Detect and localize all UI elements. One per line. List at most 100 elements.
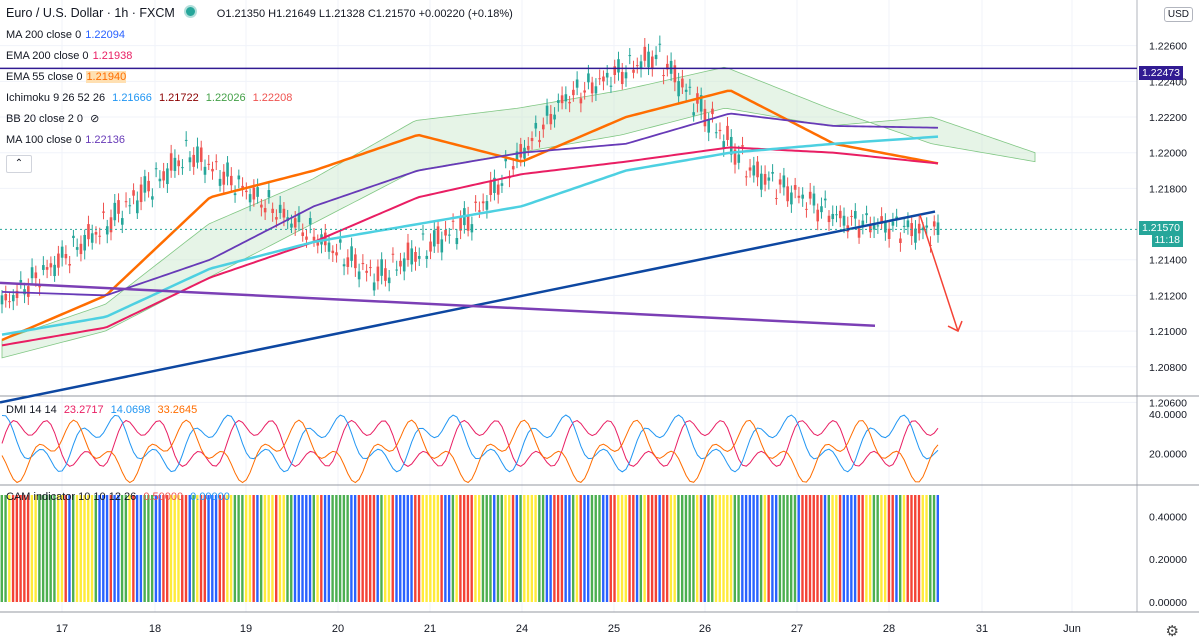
- legend-ma100[interactable]: MA 100 close 0 1.22136: [6, 134, 125, 146]
- candle-body: [399, 260, 402, 267]
- candle-body: [312, 236, 316, 241]
- cam-bar: [252, 495, 255, 602]
- legend-ma200[interactable]: MA 200 close 0 1.22094: [6, 29, 125, 41]
- candle-body: [741, 145, 744, 147]
- cam-bar: [669, 495, 673, 602]
- cam-bar: [526, 495, 530, 602]
- candle-body: [199, 147, 203, 162]
- y-tick-label: 1.20600: [1149, 397, 1187, 409]
- candle-body: [316, 242, 320, 246]
- legend-ema55[interactable]: EMA 55 close 0 1.21940: [6, 71, 127, 83]
- cam-bar: [312, 495, 315, 602]
- cam-bar: [707, 495, 710, 602]
- candle-body: [233, 193, 237, 196]
- legend-ema200[interactable]: EMA 200 close 0 1.21938: [6, 50, 133, 62]
- candle-body: [45, 267, 49, 270]
- cam-bar: [684, 495, 688, 602]
- legend-bb[interactable]: BB 20 close 2 0 ⊘: [6, 113, 100, 125]
- cam-bar: [90, 495, 94, 602]
- cam-bar: [139, 495, 143, 602]
- candle-body: [763, 174, 767, 185]
- x-tick-label: 31: [976, 623, 988, 635]
- candle-body: [632, 69, 635, 73]
- cam-bar: [440, 495, 443, 602]
- candle-body: [136, 200, 139, 214]
- cam-bar: [60, 495, 64, 602]
- candle-body: [53, 264, 56, 277]
- cam-bar: [199, 495, 203, 602]
- candle-body: [714, 132, 718, 134]
- candle-body: [79, 243, 83, 255]
- cam-bar: [353, 495, 357, 602]
- cam-bar: [932, 495, 936, 602]
- cam-bar: [744, 495, 748, 602]
- dmi-tick-label: 40.0000: [1149, 409, 1187, 421]
- cam-bar: [432, 495, 436, 602]
- candle-body: [252, 187, 256, 200]
- down-arrow: [919, 214, 959, 332]
- candle-body: [842, 215, 846, 226]
- cam-bar: [98, 495, 101, 602]
- cam-bar: [590, 495, 594, 602]
- candle-body: [699, 95, 703, 112]
- candle-body: [98, 235, 102, 237]
- cam-bar: [564, 495, 567, 602]
- cam-bar: [838, 495, 842, 602]
- countdown-tag: 11:18: [1151, 233, 1183, 247]
- candle-body: [440, 239, 444, 253]
- settings-gear-icon[interactable]: ⚙: [1165, 623, 1179, 640]
- candle-body: [402, 258, 406, 272]
- cam-bar: [203, 495, 206, 602]
- candle-body: [820, 206, 823, 213]
- cam-bar: [797, 495, 800, 602]
- candle-body: [899, 238, 902, 243]
- candle-body: [64, 253, 68, 259]
- cam-bar: [583, 495, 586, 602]
- candle-body: [354, 254, 357, 269]
- candle-body: [478, 210, 481, 212]
- cam-bar: [914, 495, 917, 602]
- cam-bar: [128, 495, 131, 602]
- cam-bar: [117, 495, 120, 602]
- currency-button[interactable]: USD: [1163, 7, 1193, 22]
- candle-body: [147, 180, 150, 192]
- x-tick-label: 25: [608, 623, 620, 635]
- candle-body: [688, 86, 692, 88]
- candle-body: [105, 226, 109, 235]
- candle-body: [166, 168, 169, 185]
- cam-bar: [357, 495, 361, 602]
- cam-bar: [143, 495, 146, 602]
- candle-body: [624, 72, 628, 79]
- candle-body: [884, 220, 887, 233]
- cam-bar: [850, 495, 853, 602]
- legend-cam[interactable]: CAM indicator 10 10 12 26 0.50000 0.0000…: [6, 491, 230, 503]
- x-tick-label: 19: [240, 623, 252, 635]
- legend-ichimoku[interactable]: Ichimoku 9 26 52 26 1.21666 1.21722 1.22…: [6, 92, 293, 104]
- candle-body: [515, 151, 519, 162]
- x-tick-label: Jun: [1063, 623, 1081, 635]
- candle-body: [677, 81, 680, 97]
- cam-bar: [609, 495, 612, 602]
- cam-bar: [726, 495, 729, 602]
- cam-bar: [290, 495, 293, 602]
- candle-body: [767, 177, 771, 181]
- cam-bar: [617, 495, 620, 602]
- cam-bar: [808, 495, 812, 602]
- legend-dmi[interactable]: DMI 14 14 23.2717 14.0698 33.2645: [6, 404, 198, 416]
- cam-bar: [485, 495, 488, 602]
- cam-bar: [872, 495, 876, 602]
- collapse-legend-button[interactable]: ⌃: [6, 155, 32, 173]
- candle-body: [357, 271, 361, 280]
- hidden-eye-icon[interactable]: ⊘: [90, 113, 100, 125]
- cam-bar: [15, 495, 19, 602]
- y-tick-label: 1.21800: [1149, 183, 1187, 195]
- candle-body: [902, 225, 906, 227]
- candle-body: [620, 71, 624, 85]
- candle-body: [519, 144, 523, 158]
- cam-bar: [87, 495, 90, 602]
- cam-tick-label: 0.40000: [1149, 511, 1187, 523]
- cam-bar: [323, 495, 327, 602]
- cam-bar: [248, 495, 252, 602]
- cam-bar: [271, 495, 274, 602]
